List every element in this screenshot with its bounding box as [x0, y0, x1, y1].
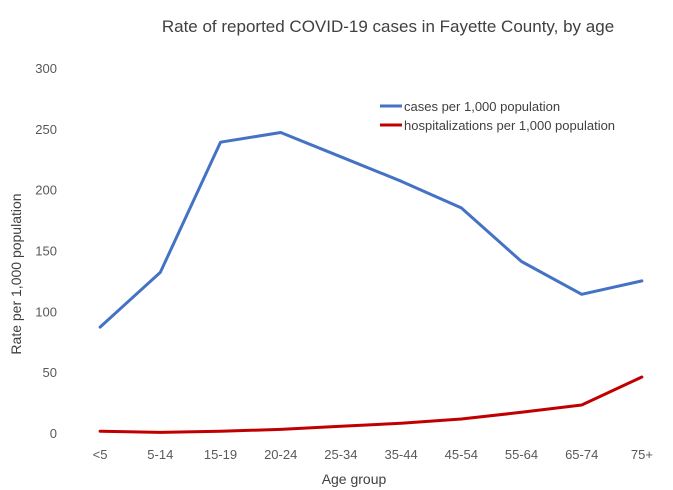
x-axis-title: Age group: [322, 471, 387, 487]
y-tick-label: 100: [35, 304, 57, 319]
y-tick-label: 300: [35, 61, 57, 76]
x-tick-label: 35-44: [384, 447, 417, 462]
y-tick-label: 200: [35, 183, 57, 198]
x-tick-label: 65-74: [565, 447, 598, 462]
y-tick-label: 150: [35, 244, 57, 259]
x-tick-label: 15-19: [204, 447, 237, 462]
legend-label: cases per 1,000 population: [404, 99, 560, 114]
chart-title: Rate of reported COVID-19 cases in Fayet…: [162, 17, 614, 36]
y-tick-label: 0: [50, 426, 57, 441]
legend-label: hospitalizations per 1,000 population: [404, 118, 615, 133]
x-axis-ticks: <5 5-14 15-19 20-24 25-34 35-44 45-54 55-64 65-7…: [93, 447, 653, 462]
legend: cases per 1,000 population hospitalizatio…: [380, 99, 615, 133]
x-tick-label: 25-34: [324, 447, 357, 462]
series-layer: [98, 131, 644, 434]
x-tick-label: 75+: [631, 447, 653, 462]
y-tick-label: 250: [35, 122, 57, 137]
y-axis-ticks: 0 50 100 150 200 250 300: [35, 61, 57, 441]
y-axis-title: Rate per 1,000 population: [8, 193, 24, 354]
x-tick-label: 5-14: [147, 447, 173, 462]
x-tick-label: 55-64: [505, 447, 538, 462]
x-tick-label: 20-24: [264, 447, 297, 462]
x-tick-label: 45-54: [445, 447, 478, 462]
x-tick-label: <5: [93, 447, 108, 462]
series-line-2: [98, 375, 644, 434]
series-line-1: [98, 131, 644, 329]
y-tick-label: 50: [43, 365, 57, 380]
